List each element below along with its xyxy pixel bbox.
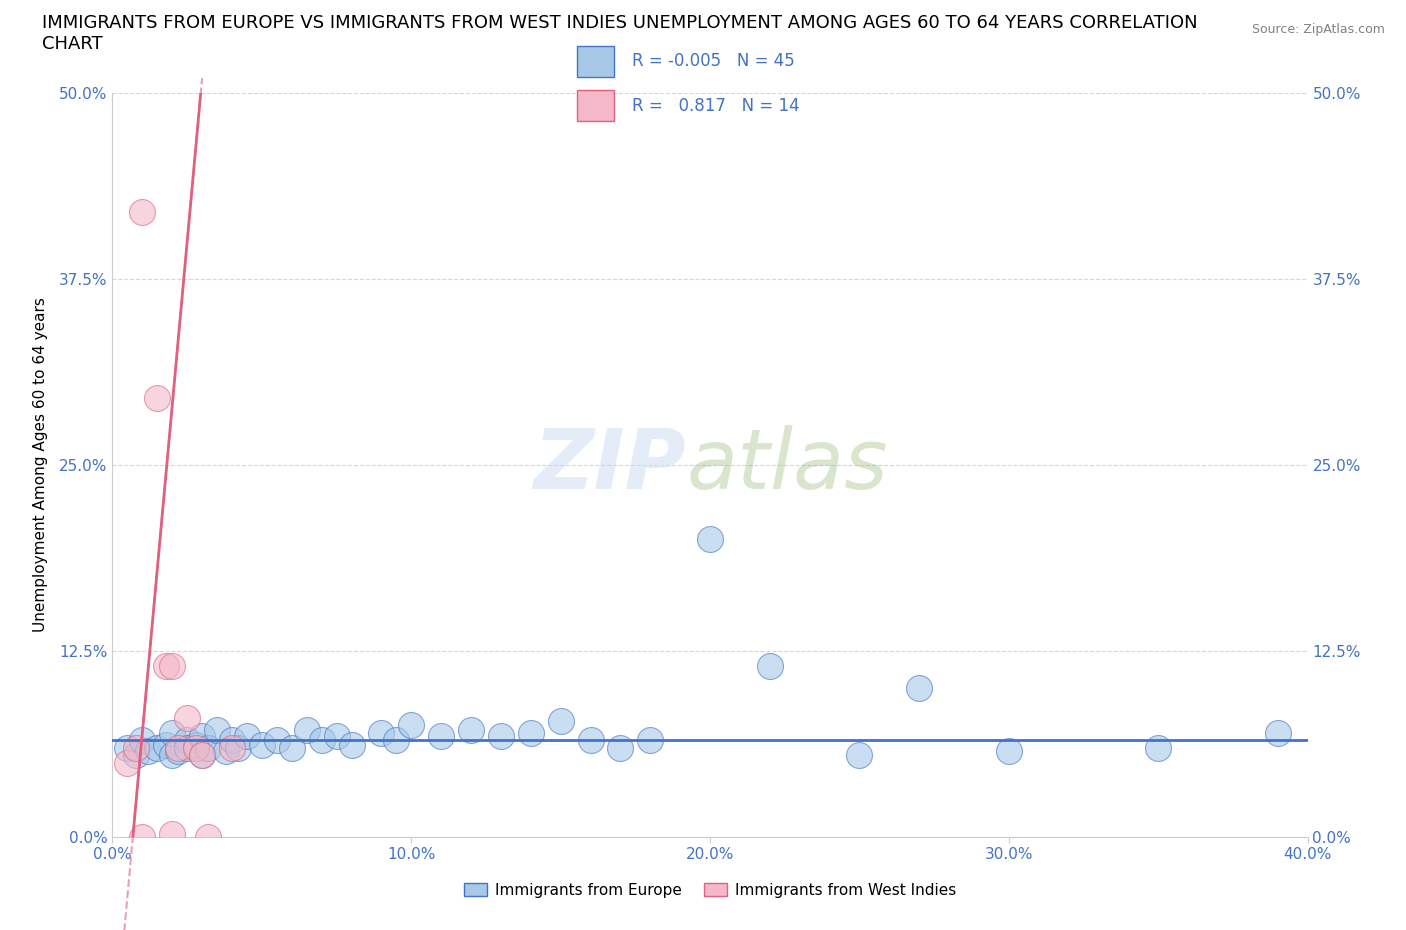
Point <box>848 748 870 763</box>
Y-axis label: Unemployment Among Ages 60 to 64 years: Unemployment Among Ages 60 to 64 years <box>32 298 48 632</box>
Point <box>131 205 153 219</box>
Text: ZIP: ZIP <box>533 424 686 506</box>
Point <box>146 740 169 755</box>
Point <box>1147 740 1170 755</box>
Point <box>579 733 602 748</box>
Text: R = -0.005   N = 45: R = -0.005 N = 45 <box>631 52 794 71</box>
Point <box>176 711 198 725</box>
Text: CHART: CHART <box>42 35 103 53</box>
Point <box>640 733 662 748</box>
Text: IMMIGRANTS FROM EUROPE VS IMMIGRANTS FROM WEST INDIES UNEMPLOYMENT AMONG AGES 60: IMMIGRANTS FROM EUROPE VS IMMIGRANTS FRO… <box>42 14 1198 32</box>
Point <box>186 737 208 752</box>
Text: atlas: atlas <box>686 424 887 506</box>
Point <box>131 830 153 844</box>
Point <box>197 740 219 755</box>
Point <box>699 532 721 547</box>
Point <box>197 830 219 844</box>
Point <box>609 740 631 755</box>
Point <box>998 743 1021 758</box>
Legend: Immigrants from Europe, Immigrants from West Indies: Immigrants from Europe, Immigrants from … <box>458 876 962 904</box>
Point <box>162 658 183 673</box>
Point <box>1267 725 1289 740</box>
Point <box>325 728 347 743</box>
Point <box>460 723 482 737</box>
Point <box>550 713 572 728</box>
Point <box>401 718 423 733</box>
Point <box>167 743 190 758</box>
Point <box>226 740 249 755</box>
FancyBboxPatch shape <box>576 46 613 77</box>
Point <box>489 728 512 743</box>
Point <box>131 733 153 748</box>
Point <box>125 740 148 755</box>
Point <box>146 391 169 405</box>
Point <box>191 748 214 763</box>
Point <box>250 737 273 752</box>
Point <box>370 725 392 740</box>
Point <box>162 748 183 763</box>
Point <box>162 827 183 842</box>
Point <box>155 737 177 752</box>
Point <box>221 740 243 755</box>
Text: Source: ZipAtlas.com: Source: ZipAtlas.com <box>1251 23 1385 36</box>
Point <box>520 725 543 740</box>
Point <box>191 728 214 743</box>
Point <box>266 733 288 748</box>
FancyBboxPatch shape <box>576 90 613 121</box>
Point <box>138 743 160 758</box>
Point <box>295 723 318 737</box>
Point <box>117 755 139 770</box>
Point <box>340 737 363 752</box>
Point <box>385 733 408 748</box>
Point <box>162 725 183 740</box>
Point <box>167 740 190 755</box>
Point <box>125 748 148 763</box>
Point <box>155 658 177 673</box>
Point <box>191 748 214 763</box>
Point <box>311 733 333 748</box>
Point <box>221 733 243 748</box>
Point <box>186 740 208 755</box>
Point <box>176 740 198 755</box>
Text: R =   0.817   N = 14: R = 0.817 N = 14 <box>631 97 800 115</box>
Point <box>908 681 931 696</box>
Point <box>215 743 238 758</box>
Point <box>117 740 139 755</box>
Point <box>236 728 259 743</box>
Point <box>430 728 453 743</box>
Point <box>176 733 198 748</box>
Point <box>281 740 304 755</box>
Point <box>759 658 782 673</box>
Point <box>205 723 228 737</box>
